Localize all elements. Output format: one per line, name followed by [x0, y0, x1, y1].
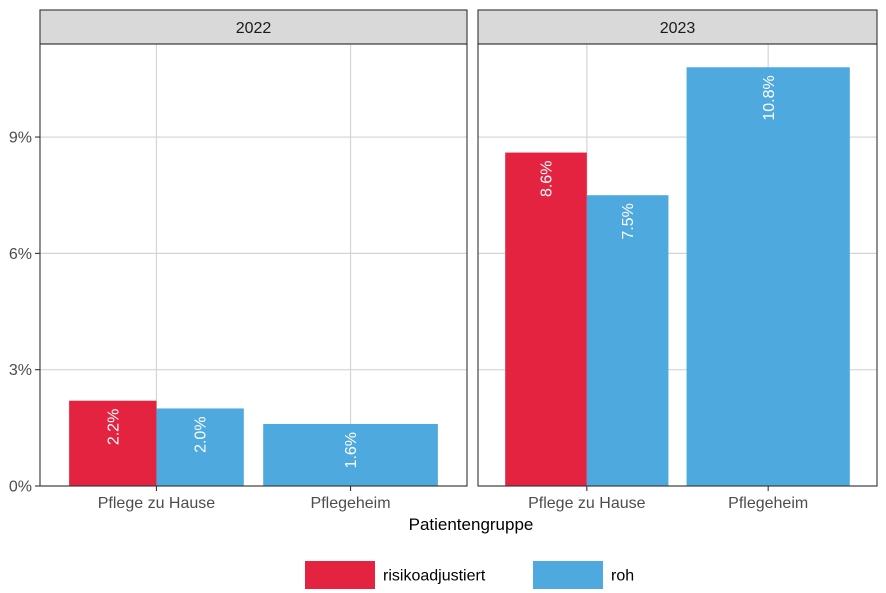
- facet-title: 2023: [660, 20, 696, 37]
- bar-value-label: 2.2%: [105, 409, 122, 445]
- facet-strip: [39, 9, 468, 45]
- legend-swatch-roh: [533, 561, 603, 589]
- bar-value-label: 10.8%: [761, 75, 778, 120]
- bar-risikoadjustiert: [69, 400, 157, 486]
- x-tick-label: Pflege zu Hause: [528, 495, 646, 512]
- bar-value-label: 1.6%: [343, 432, 360, 468]
- bar-value-label: 8.6%: [539, 161, 556, 197]
- facet-strip: [477, 9, 878, 45]
- x-tick-label: Pflegeheim: [311, 495, 391, 512]
- y-tick-label: 9%: [9, 130, 32, 147]
- bar-roh: [686, 67, 850, 487]
- panel-border: [477, 43, 878, 487]
- x-tick-label: Pflegeheim: [728, 495, 808, 512]
- bar-roh: [263, 423, 438, 486]
- y-tick-label: 6%: [9, 246, 32, 263]
- bar-roh: [586, 195, 669, 487]
- bar-value-label: 2.0%: [193, 416, 210, 452]
- bar-value-label: 7.5%: [620, 203, 637, 239]
- x-tick-label: Pflege zu Hause: [98, 495, 216, 512]
- legend-label-roh: roh: [611, 568, 634, 585]
- panel-border: [39, 43, 468, 487]
- bar-roh: [156, 408, 244, 486]
- bar-risikoadjustiert: [505, 152, 587, 486]
- legend-swatch-risikoadjustiert: [305, 561, 375, 589]
- x-axis-title: Patientengruppe: [409, 515, 534, 534]
- facet-title: 2022: [236, 20, 272, 37]
- y-tick-label: 3%: [9, 362, 32, 379]
- y-tick-label: 0%: [9, 479, 32, 496]
- legend-label-risikoadjustiert: risikoadjustiert: [383, 568, 486, 585]
